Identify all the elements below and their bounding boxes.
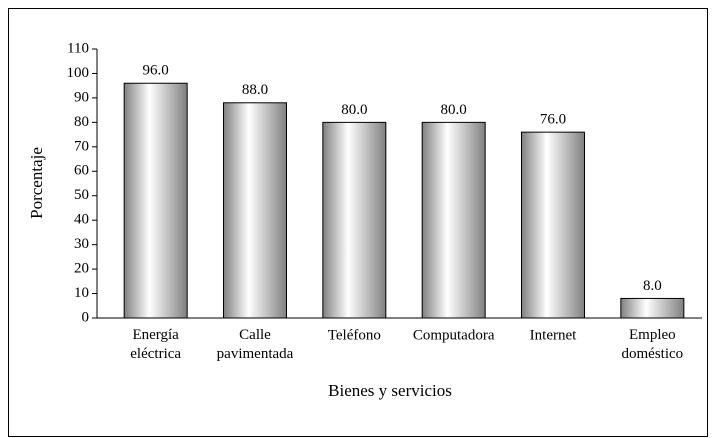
value-label: 96.0 [143, 63, 169, 79]
x-tick-label: Empleo doméstico [622, 327, 684, 362]
value-label: 88.0 [242, 82, 268, 98]
x-tick-label: Internet [530, 327, 577, 343]
x-tick-label: Teléfono [328, 327, 381, 343]
x-tick-label: Energía eléctrica [130, 327, 181, 362]
y-tick-label: 100 [67, 65, 90, 81]
value-label: 80.0 [441, 102, 467, 118]
bar [223, 102, 287, 319]
y-tick-label: 50 [74, 187, 89, 203]
y-tick-label: 30 [74, 236, 89, 252]
value-label: 76.0 [540, 112, 566, 128]
y-tick-label: 0 [82, 309, 90, 325]
y-tick-label: 80 [74, 114, 89, 130]
y-tick-label: 70 [74, 138, 89, 154]
bar [620, 297, 685, 319]
y-axis-title: Porcentaje [27, 147, 46, 219]
value-label: 80.0 [341, 102, 367, 118]
y-tick-label: 40 [74, 212, 89, 228]
bar [322, 121, 387, 319]
bar [521, 131, 585, 319]
y-tick-label: 60 [74, 163, 89, 179]
y-tick-label: 20 [74, 261, 89, 277]
x-axis-title: Bienes y servicios [328, 381, 452, 400]
y-tick-label: 10 [74, 285, 89, 301]
value-label: 8.0 [643, 278, 662, 294]
y-tick-label: 110 [67, 40, 89, 56]
y-tick-label: 90 [74, 89, 89, 105]
x-tick-label: Computadora [413, 327, 495, 343]
bar [123, 82, 188, 319]
bar [421, 121, 486, 319]
x-tick-label: Calle pavimentada [217, 327, 294, 362]
